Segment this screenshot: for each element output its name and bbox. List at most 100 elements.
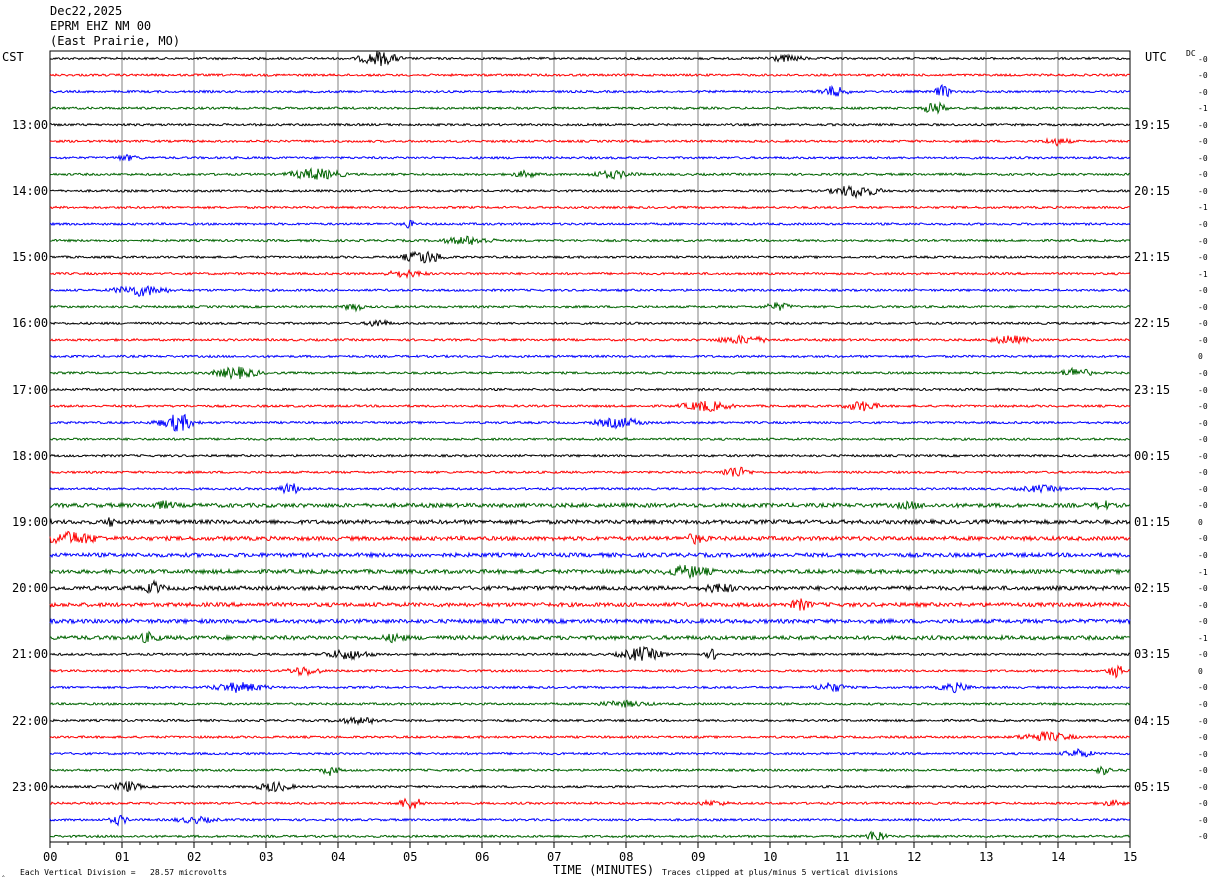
dc-offset-label: -0 bbox=[1198, 766, 1208, 776]
left-hour-label: 17:00 bbox=[12, 382, 49, 397]
x-tick-label: 04 bbox=[331, 850, 346, 864]
dc-offset-label: -0 bbox=[1198, 435, 1208, 445]
trace-line bbox=[49, 268, 1131, 280]
x-tick-label: 13 bbox=[979, 850, 994, 864]
trace-line bbox=[49, 716, 1131, 726]
trace-line bbox=[49, 517, 1131, 527]
dc-offset-label: -1 bbox=[1198, 203, 1208, 213]
x-tick-label: 14 bbox=[1051, 850, 1066, 864]
left-hour-label: 23:00 bbox=[12, 779, 49, 794]
dc-offset-label: -0 bbox=[1198, 749, 1208, 759]
dc-offset-label: -0 bbox=[1198, 385, 1208, 395]
dc-offset-label: -0 bbox=[1198, 402, 1208, 412]
x-tick-label: 15 bbox=[1123, 850, 1138, 864]
dc-offset-label: -0 bbox=[1198, 286, 1208, 296]
dc-offset-label: -0 bbox=[1198, 302, 1208, 312]
dc-offset-label: -0 bbox=[1198, 120, 1208, 130]
dc-offset-label: -0 bbox=[1198, 220, 1208, 229]
trace-line bbox=[49, 184, 1131, 200]
trace-line bbox=[49, 122, 1131, 127]
x-tick-label: 07 bbox=[547, 850, 562, 864]
trace-line bbox=[49, 334, 1131, 345]
trace-line bbox=[49, 219, 1131, 229]
x-tick-label: 06 bbox=[475, 850, 490, 864]
x-tick-label: 03 bbox=[259, 850, 274, 864]
left-hour-label: 19:00 bbox=[12, 514, 49, 529]
dc-offset-label: -1 bbox=[1198, 567, 1208, 577]
trace-line bbox=[49, 413, 1131, 432]
right-hour-label: 23:15 bbox=[1134, 382, 1171, 397]
x-tick-label: 12 bbox=[907, 850, 922, 864]
trace-line bbox=[49, 51, 1131, 67]
trace-line bbox=[49, 551, 1131, 559]
dc-offset-label: -0 bbox=[1198, 782, 1208, 792]
x-tick-label: 01 bbox=[115, 850, 130, 864]
right-hour-label: 19:15 bbox=[1134, 117, 1171, 132]
trace-line bbox=[49, 730, 1131, 742]
trace-line bbox=[49, 235, 1131, 245]
trace-line bbox=[49, 250, 1131, 264]
trace-line bbox=[49, 579, 1131, 594]
dc-offset-label: -0 bbox=[1198, 54, 1208, 64]
trace-line bbox=[49, 437, 1131, 442]
dc-offset-label: -0 bbox=[1198, 186, 1208, 196]
dc-offset-label: -1 bbox=[1198, 269, 1208, 279]
dc-offset-label: -0 bbox=[1198, 170, 1208, 180]
trace-line bbox=[49, 285, 1131, 298]
left-hour-label: 14:00 bbox=[12, 183, 49, 198]
dc-offset-label: -0 bbox=[1198, 236, 1208, 246]
dc-label: DC bbox=[1186, 49, 1196, 58]
x-tick-label: 00 bbox=[43, 850, 58, 864]
trace-line bbox=[50, 318, 1131, 327]
trace-line bbox=[49, 101, 1131, 115]
trace-line bbox=[49, 500, 1131, 511]
left-hour-label: 20:00 bbox=[12, 581, 49, 596]
right-hour-label: 05:15 bbox=[1134, 779, 1171, 794]
trace-line bbox=[49, 366, 1131, 380]
trace-line bbox=[49, 814, 1131, 827]
trace-line bbox=[49, 482, 1131, 495]
left-hour-label: 18:00 bbox=[12, 448, 49, 463]
x-tick-label: 05 bbox=[403, 850, 418, 864]
dc-offset-label: -0 bbox=[1198, 468, 1208, 478]
dc-offset-label: -0 bbox=[1198, 87, 1208, 97]
trace-line bbox=[49, 153, 1131, 162]
right-hour-label: 22:15 bbox=[1134, 316, 1171, 331]
trace-line bbox=[49, 354, 1131, 359]
trace-line bbox=[49, 205, 1131, 210]
dc-offset-label: -0 bbox=[1198, 815, 1208, 825]
trace-line bbox=[49, 137, 1131, 147]
dc-offset-label: -0 bbox=[1198, 600, 1208, 610]
trace-line bbox=[49, 617, 1131, 625]
x-tick-label: 11 bbox=[835, 850, 850, 864]
left-hour-label: 21:00 bbox=[12, 647, 49, 662]
dc-offset-label: -0 bbox=[1198, 733, 1208, 743]
header-location: (East Prairie, MO) bbox=[50, 34, 181, 48]
trace-line bbox=[49, 400, 1131, 412]
dc-offset-label: -0 bbox=[1198, 137, 1208, 147]
dc-offset-label: -0 bbox=[1198, 153, 1208, 163]
dc-offset-label: -0 bbox=[1198, 319, 1208, 329]
scale-note: Each Vertical Division = 28.57 microvolt… bbox=[20, 868, 228, 877]
dc-offset-label: -0 bbox=[1198, 699, 1208, 709]
header-date: Dec22,2025 bbox=[50, 4, 123, 18]
dc-offset-label: -1 bbox=[1198, 104, 1208, 114]
left-hour-label: 16:00 bbox=[12, 316, 49, 331]
dc-offset-label: -0 bbox=[1198, 716, 1208, 726]
left-hour-label: 13:00 bbox=[12, 117, 49, 132]
dc-offset-label: -0 bbox=[1198, 451, 1208, 461]
dc-offset-label: -0 bbox=[1198, 683, 1208, 693]
right-hour-label: 21:15 bbox=[1134, 250, 1171, 265]
dc-offset-label: -1 bbox=[1198, 633, 1208, 643]
plot-frame bbox=[49, 50, 1131, 843]
trace-line bbox=[49, 387, 1131, 392]
trace-line bbox=[49, 699, 1131, 709]
trace-line bbox=[49, 167, 1131, 180]
trace-line bbox=[49, 797, 1131, 811]
right-hour-label: 02:15 bbox=[1134, 581, 1171, 596]
dc-offset-label: -0 bbox=[1198, 551, 1208, 560]
dc-offset-label: -0 bbox=[1198, 335, 1208, 345]
header-station: EPRM EHZ NM 00 bbox=[50, 19, 152, 33]
trace-line bbox=[49, 630, 1131, 644]
